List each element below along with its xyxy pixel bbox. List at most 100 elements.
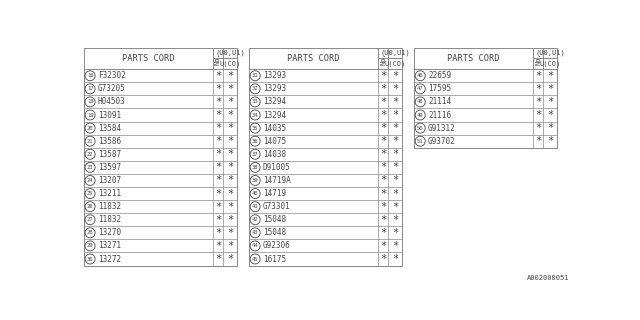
Text: *: * bbox=[535, 110, 541, 120]
Text: *: * bbox=[380, 123, 386, 133]
Text: D91005: D91005 bbox=[263, 163, 291, 172]
Text: *: * bbox=[392, 188, 399, 198]
Text: 39: 39 bbox=[252, 178, 259, 183]
Text: *: * bbox=[547, 71, 554, 81]
Text: *: * bbox=[215, 202, 221, 212]
Text: 13587: 13587 bbox=[98, 150, 121, 159]
Bar bbox=[249, 48, 403, 266]
Bar bbox=[414, 48, 557, 148]
Text: *: * bbox=[215, 136, 221, 146]
Text: *: * bbox=[392, 84, 399, 94]
Text: *: * bbox=[392, 97, 399, 107]
Text: *: * bbox=[392, 228, 399, 238]
Text: 13597: 13597 bbox=[98, 163, 121, 172]
Text: 21116: 21116 bbox=[428, 110, 451, 119]
Text: 14719A: 14719A bbox=[263, 176, 291, 185]
Text: No.: No. bbox=[380, 52, 386, 65]
Text: G92306: G92306 bbox=[263, 241, 291, 251]
Text: *: * bbox=[215, 149, 221, 159]
Text: *: * bbox=[227, 136, 234, 146]
Text: H04503: H04503 bbox=[98, 97, 125, 107]
Text: 46: 46 bbox=[417, 73, 424, 78]
Text: 41: 41 bbox=[252, 204, 259, 209]
Text: *: * bbox=[392, 254, 399, 264]
Text: 18: 18 bbox=[87, 100, 93, 104]
Text: 34: 34 bbox=[252, 113, 259, 117]
Text: G91312: G91312 bbox=[428, 124, 456, 132]
Text: 19: 19 bbox=[87, 113, 93, 117]
Text: *: * bbox=[535, 123, 541, 133]
Text: PARTS CORD: PARTS CORD bbox=[447, 54, 500, 63]
Text: 21114: 21114 bbox=[428, 97, 451, 107]
Text: 29: 29 bbox=[87, 244, 93, 248]
Text: *: * bbox=[392, 149, 399, 159]
Text: 17: 17 bbox=[87, 86, 93, 91]
Text: *: * bbox=[215, 123, 221, 133]
Text: U(CO): U(CO) bbox=[220, 60, 241, 67]
Text: 22: 22 bbox=[87, 152, 93, 157]
Text: *: * bbox=[227, 97, 234, 107]
Text: *: * bbox=[547, 97, 554, 107]
Text: *: * bbox=[215, 254, 221, 264]
Text: 31: 31 bbox=[252, 73, 259, 78]
Text: 20: 20 bbox=[87, 126, 93, 131]
Text: 16: 16 bbox=[87, 73, 93, 78]
Text: 33: 33 bbox=[252, 100, 259, 104]
Text: (U0,U1): (U0,U1) bbox=[216, 50, 245, 56]
Text: 24: 24 bbox=[87, 178, 93, 183]
Text: *: * bbox=[215, 215, 221, 225]
Text: *: * bbox=[380, 110, 386, 120]
Text: *: * bbox=[215, 162, 221, 172]
Text: 14719: 14719 bbox=[263, 189, 286, 198]
Text: 16175: 16175 bbox=[263, 254, 286, 263]
Text: *: * bbox=[380, 215, 386, 225]
Text: *: * bbox=[380, 254, 386, 264]
Text: 14038: 14038 bbox=[263, 150, 286, 159]
Text: *: * bbox=[227, 84, 234, 94]
Text: 21: 21 bbox=[87, 139, 93, 144]
Text: A002000051: A002000051 bbox=[527, 275, 570, 281]
Text: *: * bbox=[547, 84, 554, 94]
Text: *: * bbox=[215, 228, 221, 238]
Text: *: * bbox=[215, 188, 221, 198]
Text: *: * bbox=[392, 136, 399, 146]
Text: *: * bbox=[380, 162, 386, 172]
Text: *: * bbox=[227, 110, 234, 120]
Text: 15048: 15048 bbox=[263, 228, 286, 237]
Text: *: * bbox=[380, 71, 386, 81]
Text: 27: 27 bbox=[87, 217, 93, 222]
Text: *: * bbox=[380, 84, 386, 94]
Text: *: * bbox=[215, 241, 221, 251]
Text: 14035: 14035 bbox=[263, 124, 286, 132]
Text: 50: 50 bbox=[417, 126, 424, 131]
Text: *: * bbox=[535, 84, 541, 94]
Text: No.: No. bbox=[535, 52, 541, 65]
Text: *: * bbox=[227, 175, 234, 186]
Text: 22659: 22659 bbox=[428, 71, 451, 80]
Text: 13294: 13294 bbox=[263, 97, 286, 107]
Text: *: * bbox=[227, 71, 234, 81]
Text: *: * bbox=[227, 162, 234, 172]
Text: *: * bbox=[215, 71, 221, 81]
Text: 13207: 13207 bbox=[98, 176, 121, 185]
Text: 40: 40 bbox=[252, 191, 259, 196]
Text: *: * bbox=[380, 202, 386, 212]
Text: 11832: 11832 bbox=[98, 215, 121, 224]
Text: *: * bbox=[215, 84, 221, 94]
Text: 15048: 15048 bbox=[263, 215, 286, 224]
Text: 14075: 14075 bbox=[263, 137, 286, 146]
Text: U(CO): U(CO) bbox=[385, 60, 406, 67]
Text: *: * bbox=[392, 215, 399, 225]
Text: 37: 37 bbox=[252, 152, 259, 157]
Text: 25: 25 bbox=[87, 191, 93, 196]
Text: 35: 35 bbox=[252, 126, 259, 131]
Text: 48: 48 bbox=[417, 100, 424, 104]
Text: 13272: 13272 bbox=[98, 254, 121, 263]
Text: G73205: G73205 bbox=[98, 84, 125, 93]
Text: *: * bbox=[535, 97, 541, 107]
Text: 51: 51 bbox=[417, 139, 424, 144]
Text: *: * bbox=[392, 202, 399, 212]
Text: *: * bbox=[380, 241, 386, 251]
Text: *: * bbox=[547, 136, 554, 146]
Text: 30: 30 bbox=[87, 257, 93, 261]
